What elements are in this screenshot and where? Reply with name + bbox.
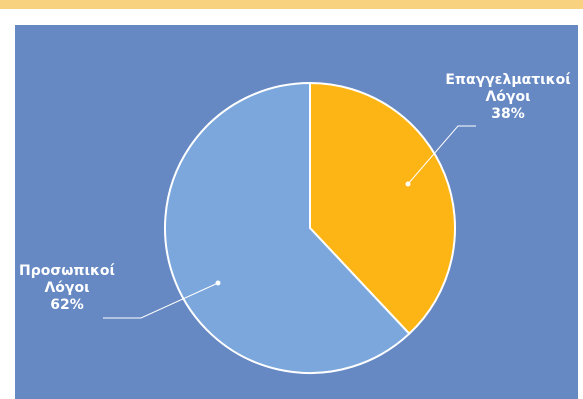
pie-slice-personal bbox=[163, 81, 411, 374]
top-accent-strip bbox=[0, 0, 583, 9]
slice-label-professional: Λόγοι bbox=[485, 89, 530, 105]
value-label-personal: 62% bbox=[50, 297, 84, 313]
leader-line-professional bbox=[407, 125, 476, 185]
pie-slice-professional bbox=[309, 81, 456, 336]
slice-label-personal: Προσωπικοί bbox=[19, 263, 115, 279]
slice-label-professional: Επαγγελματικοί bbox=[445, 72, 570, 88]
value-label-professional: 38% bbox=[491, 106, 525, 122]
pie-slices bbox=[163, 81, 456, 374]
leader-line-personal bbox=[103, 282, 219, 319]
slice-label-personal: Λόγοι bbox=[44, 280, 89, 296]
